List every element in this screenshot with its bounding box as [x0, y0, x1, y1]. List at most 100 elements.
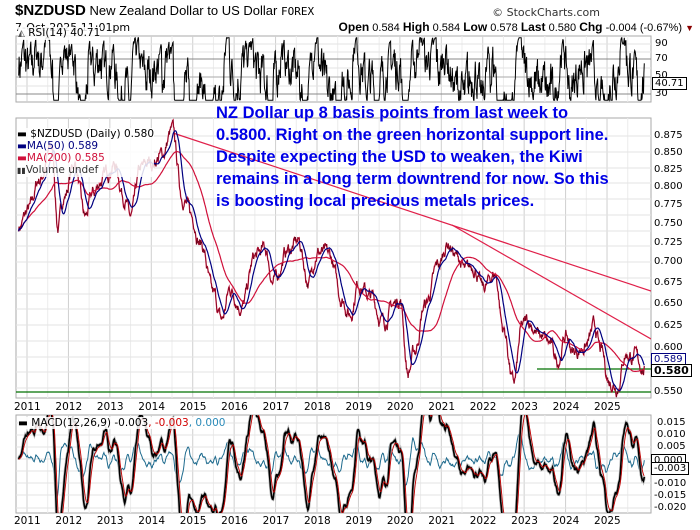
- price-axis-0625: 0.625: [654, 320, 683, 331]
- year-label-2021: 2021: [428, 401, 456, 413]
- year-label-2015: 2015: [179, 515, 207, 527]
- price-axis-0800: 0.800: [654, 181, 683, 192]
- low-value: 0.578: [490, 22, 518, 34]
- chg-value: -0.004 (-0.67%): [605, 22, 683, 34]
- year-label-2017: 2017: [262, 515, 290, 527]
- macd-axis-0010: 0.010: [657, 429, 686, 440]
- rsi-axis-30: 30: [655, 88, 668, 99]
- rsi-icon: ◭: [18, 29, 25, 39]
- price-axis-0775: 0.775: [654, 199, 683, 210]
- high-label: High: [402, 20, 430, 34]
- legend-ma200-text: MA(200) 0.585: [26, 152, 105, 164]
- year-label-2023: 2023: [511, 515, 538, 527]
- price-legend: ▬ $NZDUSD (Daily) 0.580 ▬MA(50) 0.589 ▬M…: [17, 128, 155, 177]
- year-label-2011: 2011: [14, 515, 41, 527]
- year-label-2021: 2021: [428, 515, 456, 527]
- legend-swatch-black: ▬: [17, 128, 27, 140]
- down-arrow-icon: ▼: [685, 23, 694, 33]
- year-label-2019: 2019: [345, 515, 373, 527]
- macd-axis-n0010: -0.010: [654, 478, 687, 489]
- price-axis-0850: 0.850: [654, 147, 683, 158]
- open-label: Open: [338, 20, 370, 34]
- price-axis-0750: 0.750: [654, 218, 683, 229]
- year-label-2014: 2014: [138, 401, 166, 413]
- legend-ma200: ▬MA(200) 0.585: [17, 152, 154, 164]
- last-label: Last: [520, 20, 546, 34]
- last-value: 0.580: [548, 22, 577, 34]
- year-label-2022: 2022: [469, 515, 497, 527]
- low-label: Low: [463, 20, 488, 34]
- year-label-2024: 2024: [552, 401, 580, 413]
- rsi-panel: [15, 35, 652, 103]
- price-axis-0650: 0.650: [654, 298, 683, 309]
- price-axis-0725: 0.725: [654, 237, 683, 248]
- year-label-2019: 2019: [345, 401, 373, 413]
- macd-legend-hist: , 0.000: [188, 417, 226, 429]
- year-label-2016: 2016: [221, 401, 248, 413]
- chg-label: Chg: [579, 20, 603, 34]
- macd-axis-n0020: -0.020: [654, 502, 687, 513]
- volume-bars-icon: ▮▮: [17, 166, 26, 175]
- year-label-2022: 2022: [469, 401, 497, 413]
- price-axis-0600: 0.600: [654, 342, 683, 353]
- rsi-axis-90: 90: [655, 38, 668, 49]
- macd-axis-n0015: -0.015: [654, 490, 687, 501]
- legend-price-text: $NZDUSD (Daily) 0.580: [30, 128, 155, 140]
- legend-price: ▬ $NZDUSD (Daily) 0.580: [17, 128, 154, 140]
- chart-title: $NZDUSD New Zealand Dollar to US Dollar …: [15, 2, 314, 19]
- symbol-name: New Zealand Dollar to US Dollar: [89, 3, 278, 18]
- legend-volume: ▮▮Volume undef: [17, 164, 154, 177]
- year-label-2025: 2025: [594, 401, 621, 413]
- year-label-2016: 2016: [221, 515, 248, 527]
- macd-legend-main: MACD(12,26,9) -0.003: [31, 417, 149, 429]
- year-label-2024: 2024: [552, 515, 580, 527]
- symbol: $NZDUSD: [15, 2, 86, 19]
- ohlc-summary: Open 0.584 High 0.584 Low 0.578 Last 0.5…: [339, 20, 694, 34]
- exchange: FOREX: [280, 5, 315, 18]
- macd-legend: ▬ MACD(12,26,9) -0.003, -0.003, 0.000: [18, 417, 226, 429]
- year-label-2011: 2011: [14, 401, 41, 413]
- macd-panel: [15, 414, 652, 514]
- year-label-2018: 2018: [304, 515, 331, 527]
- price-axis-0675: 0.675: [654, 277, 683, 288]
- trendline-long: [172, 132, 651, 292]
- year-label-2012: 2012: [55, 401, 83, 413]
- legend-ma50: ▬MA(50) 0.589: [17, 140, 154, 152]
- macd-axis-0005: 0.005: [657, 441, 686, 452]
- copyright: © StockCharts.com: [492, 6, 600, 19]
- year-label-2012: 2012: [55, 515, 83, 527]
- price-axis-0875: 0.875: [654, 130, 683, 141]
- year-label-2015: 2015: [179, 401, 207, 413]
- macd-axis-0015: 0.015: [657, 417, 686, 428]
- year-label-2017: 2017: [262, 401, 290, 413]
- year-label-2018: 2018: [304, 401, 331, 413]
- legend-swatch-black: ▬: [18, 417, 28, 429]
- year-label-2023: 2023: [511, 401, 538, 413]
- price-axis-0550: 0.550: [654, 386, 683, 397]
- high-value: 0.584: [432, 22, 461, 34]
- price-axis-0825: 0.825: [654, 164, 683, 175]
- year-label-2013: 2013: [96, 515, 124, 527]
- price-axis-0700: 0.700: [654, 256, 683, 267]
- legend-ma50-text: MA(50) 0.589: [26, 140, 99, 152]
- year-label-2025: 2025: [594, 515, 621, 527]
- rsi-current-tag: 40.71: [652, 77, 687, 90]
- legend-volume-text: Volume undef: [25, 164, 99, 176]
- last-price-tag: 0.580: [651, 364, 692, 377]
- legend-swatch-blue: ▬: [17, 140, 27, 152]
- legend-swatch-red: ▬: [17, 152, 27, 164]
- rsi-axis-70: 70: [655, 53, 668, 64]
- year-label-2020: 2020: [386, 515, 414, 527]
- year-label-2013: 2013: [96, 401, 124, 413]
- year-label-2014: 2014: [138, 515, 166, 527]
- macd-value-tag: -0.003: [651, 462, 690, 475]
- rsi-axis-50: 50: [655, 70, 668, 81]
- chart-annotation: NZ Dollar up 8 basis points from last we…: [216, 104, 609, 210]
- macd-legend-signal: , -0.003: [148, 417, 189, 429]
- rsi-legend: ◭ RSI(14) 40.71: [18, 27, 101, 40]
- rsi-legend-text: RSI(14) 40.71: [28, 27, 101, 39]
- open-value: 0.584: [372, 22, 400, 34]
- year-label-2020: 2020: [386, 401, 414, 413]
- trendline-short: [451, 224, 651, 340]
